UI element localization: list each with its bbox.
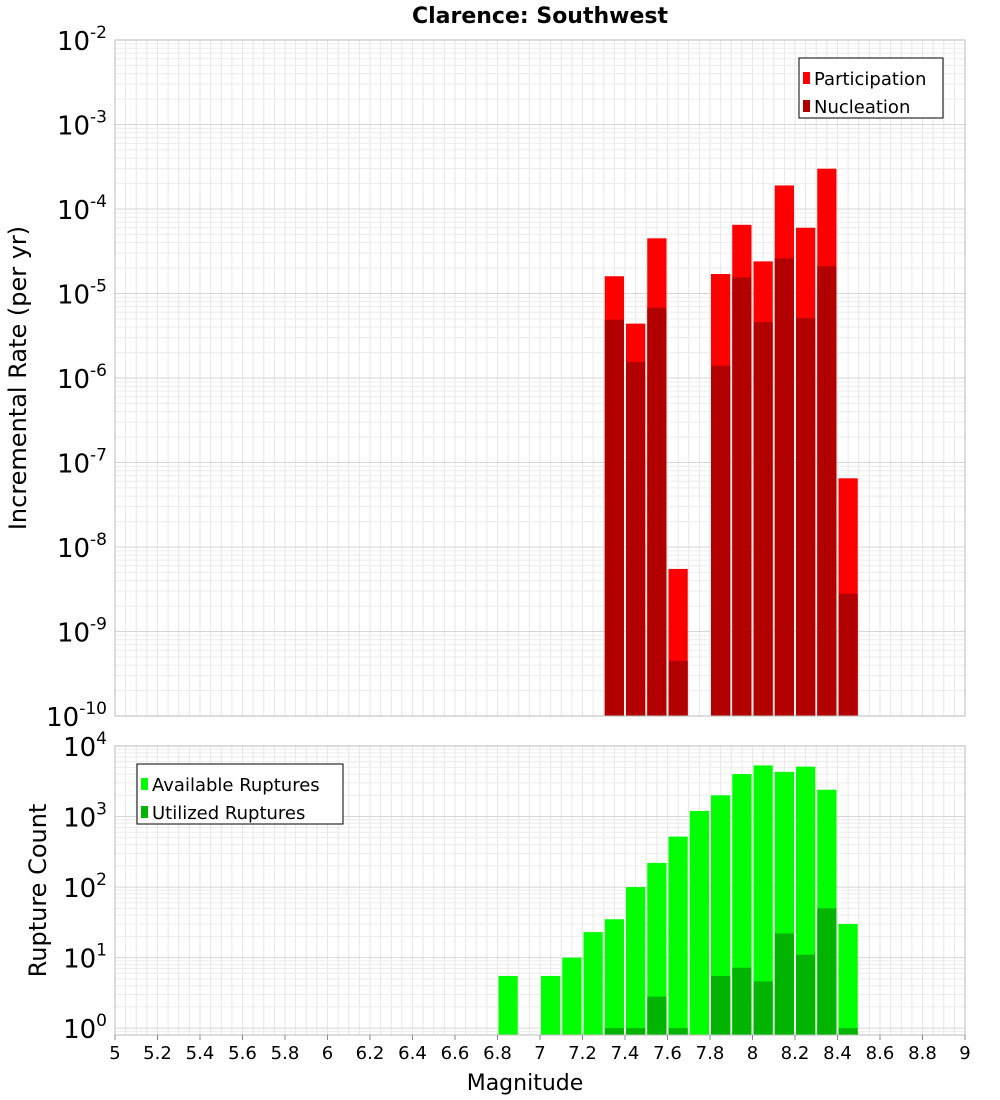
x-tick-label: 7.4	[611, 1043, 640, 1064]
x-tick-label: 6.6	[441, 1043, 470, 1064]
bar	[668, 1028, 688, 1035]
y-tick-label: 10-10	[46, 699, 107, 733]
y-tick-label: 10-8	[57, 530, 107, 564]
x-axis-label: Magnitude	[467, 1071, 584, 1096]
x-tick-label: 8.8	[908, 1043, 937, 1064]
y-tick-label: 102	[63, 870, 107, 904]
bar	[689, 810, 709, 1035]
bar	[626, 887, 646, 1035]
bar	[711, 795, 731, 1035]
legend: Participation Nucleation	[798, 57, 944, 119]
bar	[668, 836, 688, 1035]
bar	[604, 319, 624, 716]
x-tick-label: 8.2	[781, 1043, 810, 1064]
legend-swatch	[141, 806, 148, 818]
bar	[796, 954, 816, 1035]
y-axis-label: Rupture Count	[24, 804, 52, 978]
x-tick-label: 5.6	[228, 1043, 257, 1064]
bar	[583, 932, 603, 1035]
legend-box	[798, 57, 944, 119]
legend-label: Utilized Ruptures	[152, 803, 305, 824]
legend-swatch	[803, 72, 810, 84]
bar	[796, 318, 816, 716]
series-nucleation	[604, 258, 858, 716]
bar	[774, 258, 794, 716]
legend-label: Nucleation	[814, 97, 910, 118]
x-tick-label: 7.6	[653, 1043, 682, 1064]
x-tick-label: 5.4	[186, 1043, 215, 1064]
y-tick-label: 10-5	[57, 277, 107, 311]
y-tick-label: 101	[63, 941, 107, 975]
bar	[668, 660, 688, 716]
bar	[838, 593, 858, 716]
bar	[711, 365, 731, 716]
legend-label: Participation	[814, 69, 926, 90]
chart-panel-2: 100 101 102 103 104 Rupture Count 5 5.2 5.4 5.6 5.…	[24, 729, 971, 1096]
bar	[562, 957, 582, 1035]
x-tick-label: 5	[109, 1043, 120, 1064]
bar	[817, 266, 837, 716]
y-tick-labels: 10-10 10-9 10-8 10-7 10-6 10-5 10-4 10-3 10-2	[46, 23, 107, 733]
bar	[732, 967, 752, 1035]
x-tick-label: 8.4	[823, 1043, 852, 1064]
x-tick-label: 5.2	[143, 1043, 172, 1064]
bar	[541, 975, 561, 1035]
legend-swatch	[803, 100, 810, 112]
x-tick-label: 9	[959, 1043, 970, 1064]
plot-border	[114, 39, 966, 717]
x-tick-label: 5.8	[271, 1043, 300, 1064]
grid-lines	[114, 39, 966, 717]
y-tick-label: 10-4	[57, 192, 107, 226]
y-tick-label: 10-3	[57, 108, 107, 142]
bar	[647, 862, 667, 1035]
x-tick-labels: 5 5.2 5.4 5.6 5.8 6 6.2 6.4 6.6 6.8 7 7.2 7.4 7.6 7.8 8…	[109, 1035, 971, 1064]
series-utilized-ruptures	[604, 908, 858, 1035]
y-tick-label: 10-9	[57, 615, 107, 649]
y-tick-label: 100	[63, 1011, 107, 1045]
legend: Available Ruptures Utilized Ruptures	[136, 763, 344, 825]
chart-panel-1: 10-10 10-9 10-8 10-7 10-6 10-5 10-4 10-3 10-2 Inc…	[4, 4, 966, 733]
bar	[753, 765, 773, 1035]
bar	[838, 923, 858, 1035]
bar	[604, 919, 624, 1035]
legend-box	[136, 763, 344, 825]
x-tick-label: 8	[747, 1043, 758, 1064]
bar	[711, 975, 731, 1035]
x-tick-label: 7.8	[696, 1043, 725, 1064]
y-tick-labels: 100 101 102 103 104	[63, 729, 107, 1045]
x-tick-label: 6.8	[483, 1043, 512, 1064]
x-tick-label: 6.4	[398, 1043, 427, 1064]
bar	[626, 1028, 646, 1035]
bar	[604, 1028, 624, 1035]
bar	[838, 1028, 858, 1035]
legend-swatch	[141, 778, 148, 790]
bar	[626, 361, 646, 716]
chart-title: Clarence: Southwest	[412, 4, 669, 29]
bar	[753, 321, 773, 716]
y-tick-label: 10-2	[57, 23, 107, 57]
legend-label: Available Ruptures	[152, 775, 320, 796]
bar	[498, 975, 518, 1035]
bar	[753, 981, 773, 1035]
bar	[732, 277, 752, 716]
x-tick-label: 6.2	[356, 1043, 385, 1064]
y-tick-label: 10-7	[57, 446, 107, 480]
x-tick-label: 7.2	[568, 1043, 597, 1064]
x-tick-label: 8.6	[866, 1043, 895, 1064]
y-axis-label: Incremental Rate (per yr)	[4, 226, 32, 530]
bar	[817, 908, 837, 1035]
bar	[774, 933, 794, 1035]
bar	[647, 307, 667, 716]
y-tick-label: 104	[63, 729, 107, 763]
y-tick-label: 10-6	[57, 361, 107, 395]
bar	[647, 996, 667, 1035]
x-tick-label: 6	[322, 1043, 333, 1064]
x-tick-label: 7	[534, 1043, 545, 1064]
y-tick-label: 103	[63, 800, 107, 834]
